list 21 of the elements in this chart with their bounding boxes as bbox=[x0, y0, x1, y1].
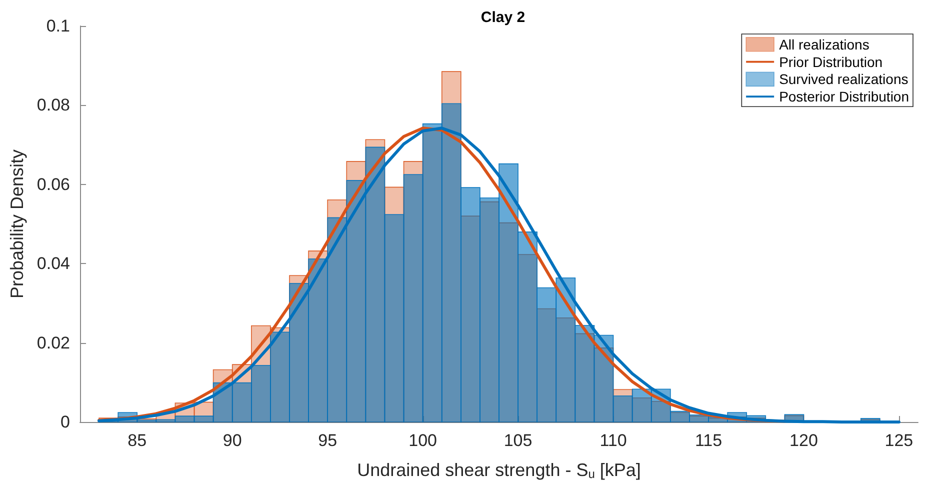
y-tick-label: 0.02 bbox=[36, 333, 70, 352]
y-tick-label: 0.1 bbox=[46, 16, 70, 36]
legend-label: Posterior Distribution bbox=[779, 88, 909, 105]
x-tick-label: 85 bbox=[128, 431, 147, 450]
y-axis-title: Probability Density bbox=[7, 149, 27, 299]
legend-label: Prior Distribution bbox=[779, 54, 883, 70]
x-tick-label: 120 bbox=[790, 431, 818, 450]
x-tick-label: 100 bbox=[408, 431, 437, 450]
x-tick-label: 110 bbox=[600, 431, 627, 450]
chart-title: Clay 2 bbox=[480, 9, 526, 26]
y-tick-label: 0.08 bbox=[36, 96, 70, 115]
legend-label: Survived realizations bbox=[779, 71, 908, 88]
y-tick-label: 0.04 bbox=[36, 254, 70, 274]
x-tick-label: 95 bbox=[318, 431, 338, 450]
x-tick-label: 125 bbox=[884, 431, 914, 450]
x-tick-label: 105 bbox=[504, 431, 532, 450]
y-tick-label: 0 bbox=[60, 412, 70, 432]
x-tick-label: 115 bbox=[694, 431, 722, 450]
y-tick-label: 0.06 bbox=[36, 174, 70, 194]
legend-label: All realizations bbox=[779, 36, 870, 52]
x-tick-label: 90 bbox=[222, 431, 242, 450]
